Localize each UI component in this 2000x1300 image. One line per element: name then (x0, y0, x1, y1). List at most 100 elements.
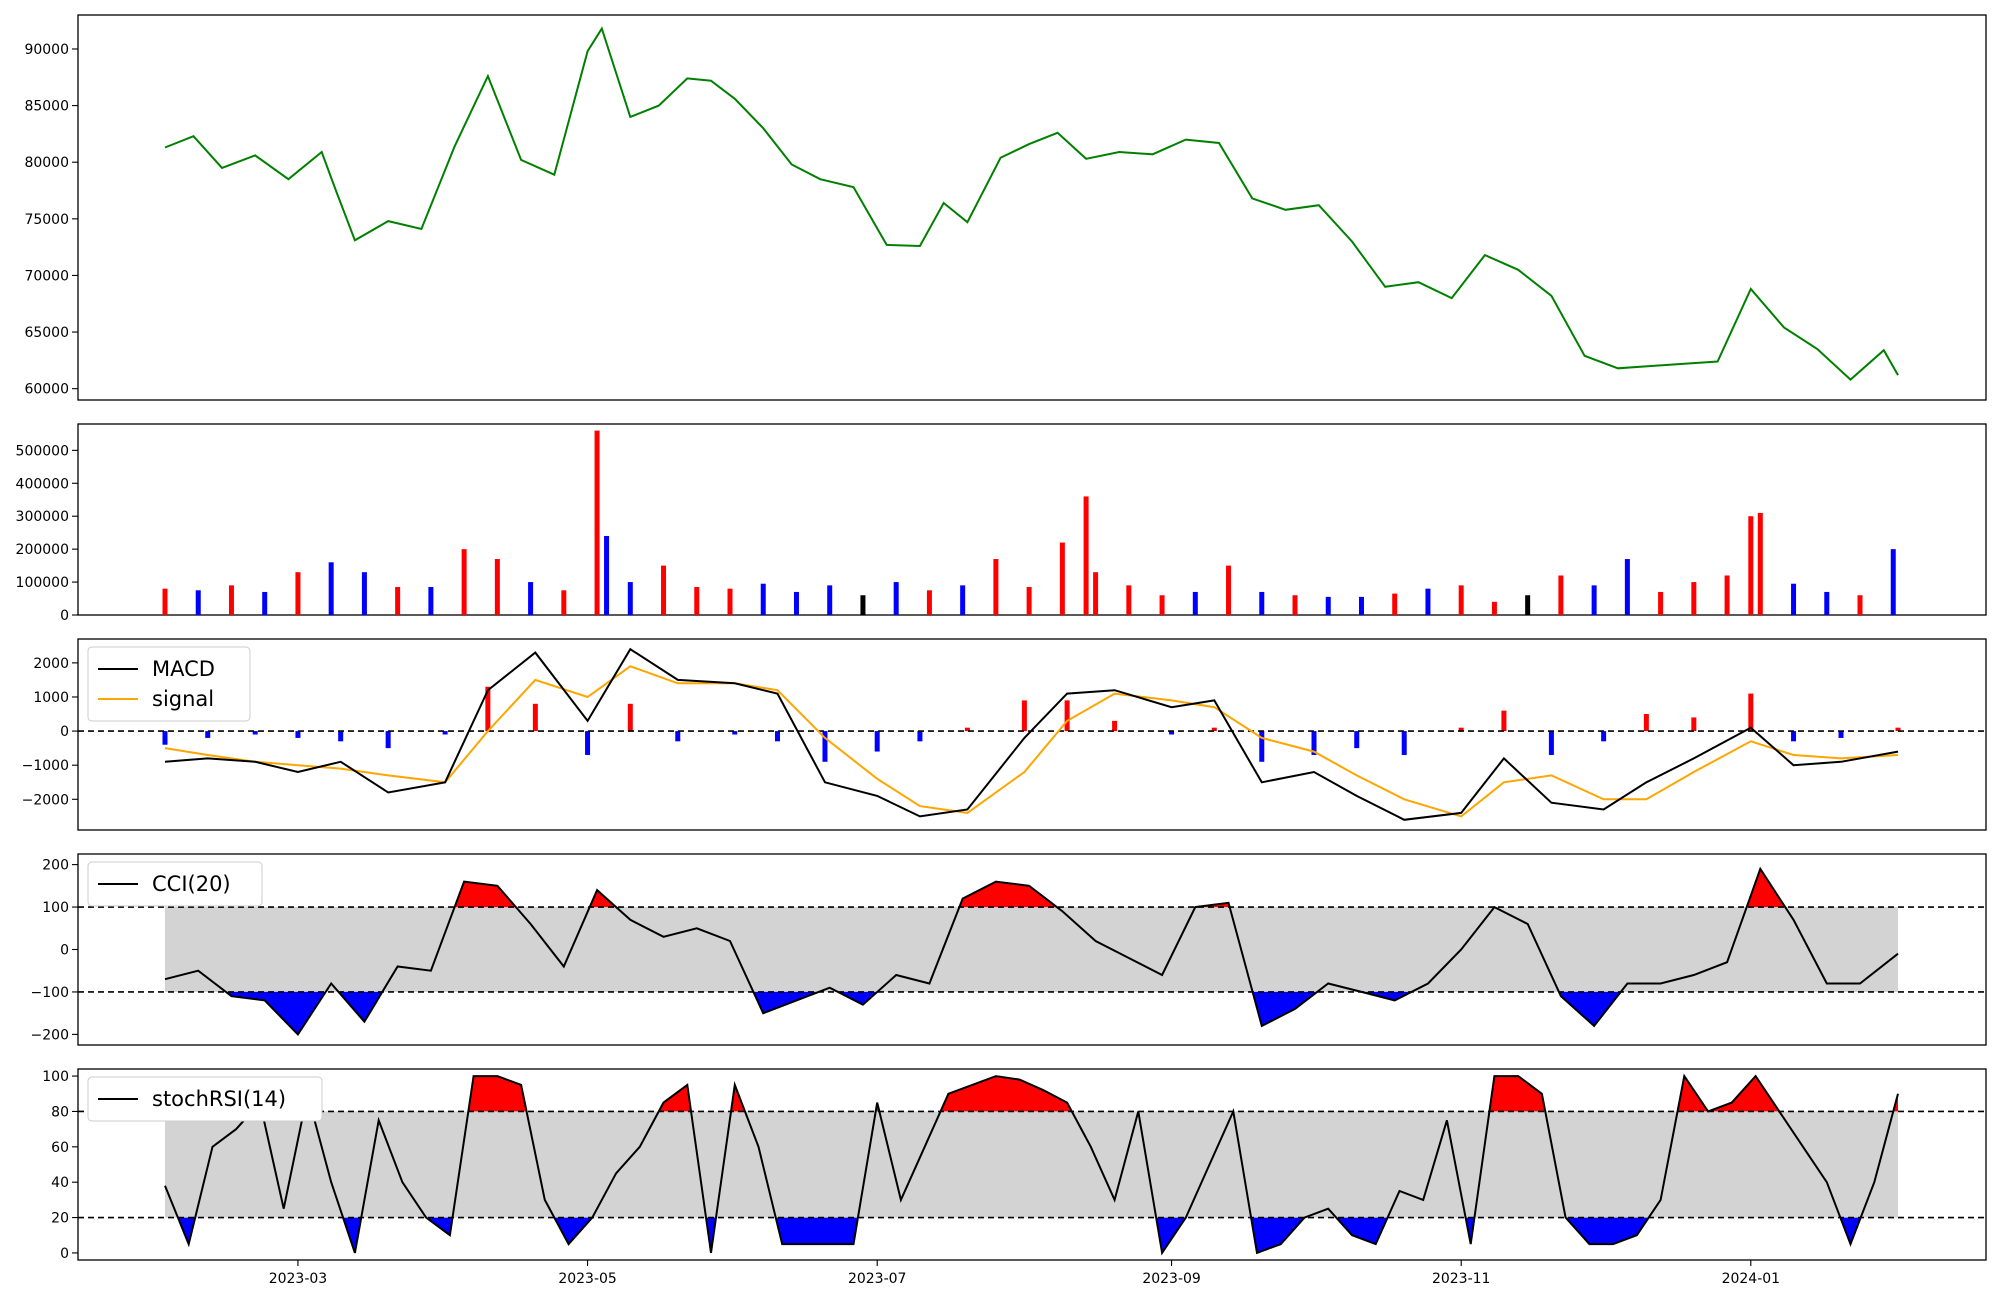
macd-histogram-bar (162, 731, 168, 745)
price-ytick-label: 65000 (24, 325, 69, 341)
volume-bar (1392, 593, 1398, 615)
volume-bar (1558, 575, 1564, 615)
macd-ytick-label: −2000 (22, 792, 69, 808)
macd-legend-label: MACD (152, 657, 215, 681)
macd-histogram-bar (1501, 710, 1507, 732)
stochrsi-ytick-label: 60 (51, 1140, 69, 1156)
price-axes-frame (77, 14, 1987, 401)
xtick-label: 2023-07 (848, 1271, 907, 1287)
volume-ytick-label: 300000 (16, 509, 69, 525)
volume-bar (1358, 596, 1364, 615)
cci-ytick-label: 0 (60, 943, 69, 959)
macd-histogram-bar (1791, 731, 1797, 742)
macd-ytick-label: 2000 (33, 656, 69, 672)
xtick-label: 2023-11 (1432, 1271, 1491, 1287)
stochrsi-ytick-label: 100 (42, 1069, 69, 1085)
volume-bar (328, 562, 334, 615)
volume-bar (827, 585, 833, 615)
stochrsi-oversold-fill (1251, 1217, 1305, 1253)
volume-bar (262, 591, 268, 615)
macd-panel: −2000 −1000 0 1000 2000 MACD signal (22, 638, 1987, 831)
price-line (164, 26, 1899, 381)
stochrsi-oversold-fill (775, 1217, 858, 1245)
macd-histogram-bar (295, 731, 301, 738)
stochrsi-oversold-fill (1156, 1217, 1186, 1253)
macd-ytick-label: 0 (60, 724, 69, 740)
macd-histogram-bar (1401, 731, 1407, 755)
stochrsi-overbought-fill (658, 1084, 691, 1112)
macd-histogram-bar (627, 703, 633, 732)
volume-bar (604, 535, 610, 615)
price-ytick-label: 90000 (24, 42, 69, 58)
volume-bar (361, 572, 367, 615)
cci-line (164, 866, 1899, 1036)
volume-bar (1491, 601, 1497, 615)
volume-bar (1857, 595, 1863, 615)
xtick-label: 2024-01 (1722, 1271, 1781, 1287)
cci-oversold-fill (838, 991, 878, 1005)
volume-bar (295, 572, 301, 615)
price-ytick-label: 70000 (24, 268, 69, 284)
cci-ytick-label: −100 (31, 985, 69, 1001)
macd-histogram-bar (1211, 727, 1217, 732)
stochrsi-ytick-label: 20 (51, 1211, 69, 1227)
xtick-label: 2023-03 (269, 1271, 328, 1287)
volume-bar (694, 587, 700, 615)
volume-bar (195, 590, 201, 615)
price-ytick-label: 75000 (24, 212, 69, 228)
macd-histogram-bar (675, 731, 681, 742)
macd-histogram-bar (1259, 731, 1265, 762)
price-ytick-label: 60000 (24, 382, 69, 398)
macd-histogram-bar (1838, 731, 1844, 738)
stochrsi-oversold-fill (1840, 1217, 1861, 1245)
price-ytick-label: 85000 (24, 99, 69, 115)
macd-ytick-label: 1000 (33, 690, 69, 706)
volume-bar (1591, 585, 1597, 615)
volume-ytick-label: 500000 (16, 443, 69, 459)
volume-bar (1458, 585, 1464, 615)
volume-ytick-label: 400000 (16, 476, 69, 492)
volume-bar (1691, 582, 1697, 615)
macd-histogram-bar (917, 731, 923, 742)
cci-oversold-fill (225, 991, 326, 1035)
stochrsi-oversold-fill (343, 1217, 362, 1253)
stochrsi-line (164, 1073, 1899, 1256)
macd-histogram-bar (1354, 731, 1360, 749)
volume-ytick-label: 200000 (16, 542, 69, 558)
stochrsi-overbought-fill (1677, 1076, 1709, 1112)
volume-bar (1292, 595, 1298, 615)
cci-ytick-label: 100 (42, 900, 69, 916)
stochrsi-oversold-fill (177, 1217, 196, 1245)
macd-histogram-bar (1895, 727, 1901, 732)
volume-bar (960, 585, 966, 615)
macd-histogram-bar (585, 731, 591, 755)
volume-bar (1126, 585, 1132, 615)
cci-legend-label: CCI(20) (152, 872, 231, 896)
macd-histogram-bar (442, 731, 448, 735)
volume-bar (1890, 549, 1896, 615)
macd-histogram-bar (732, 731, 738, 735)
price-ytick-label: 80000 (24, 155, 69, 171)
volume-axes-frame (77, 423, 1987, 616)
macd-histogram-bar (1021, 700, 1027, 732)
macd-histogram-bar (822, 731, 828, 762)
macd-histogram-bar (532, 703, 538, 732)
volume-bar (793, 591, 799, 615)
volume-bar (1259, 591, 1265, 615)
macd-histogram-bar (1064, 700, 1070, 732)
volume-bar (1159, 595, 1165, 615)
cci-overbought-fill (454, 881, 516, 908)
volume-ytick-label: 0 (60, 608, 69, 624)
cci-ytick-label: 200 (42, 858, 69, 874)
volume-bar (1083, 496, 1089, 615)
volume-bar (1226, 565, 1232, 615)
stochrsi-legend-label: stochRSI(14) (152, 1087, 286, 1111)
macd-histogram-bar (385, 731, 391, 749)
volume-bar (661, 565, 667, 615)
threshold-band (165, 907, 1898, 992)
macd-histogram-bar (252, 731, 258, 735)
macd-legend-label: signal (152, 687, 214, 711)
cci-ytick-label: −200 (31, 1027, 69, 1043)
macd-histogram-bar (1169, 731, 1175, 735)
volume-bar (428, 587, 434, 615)
